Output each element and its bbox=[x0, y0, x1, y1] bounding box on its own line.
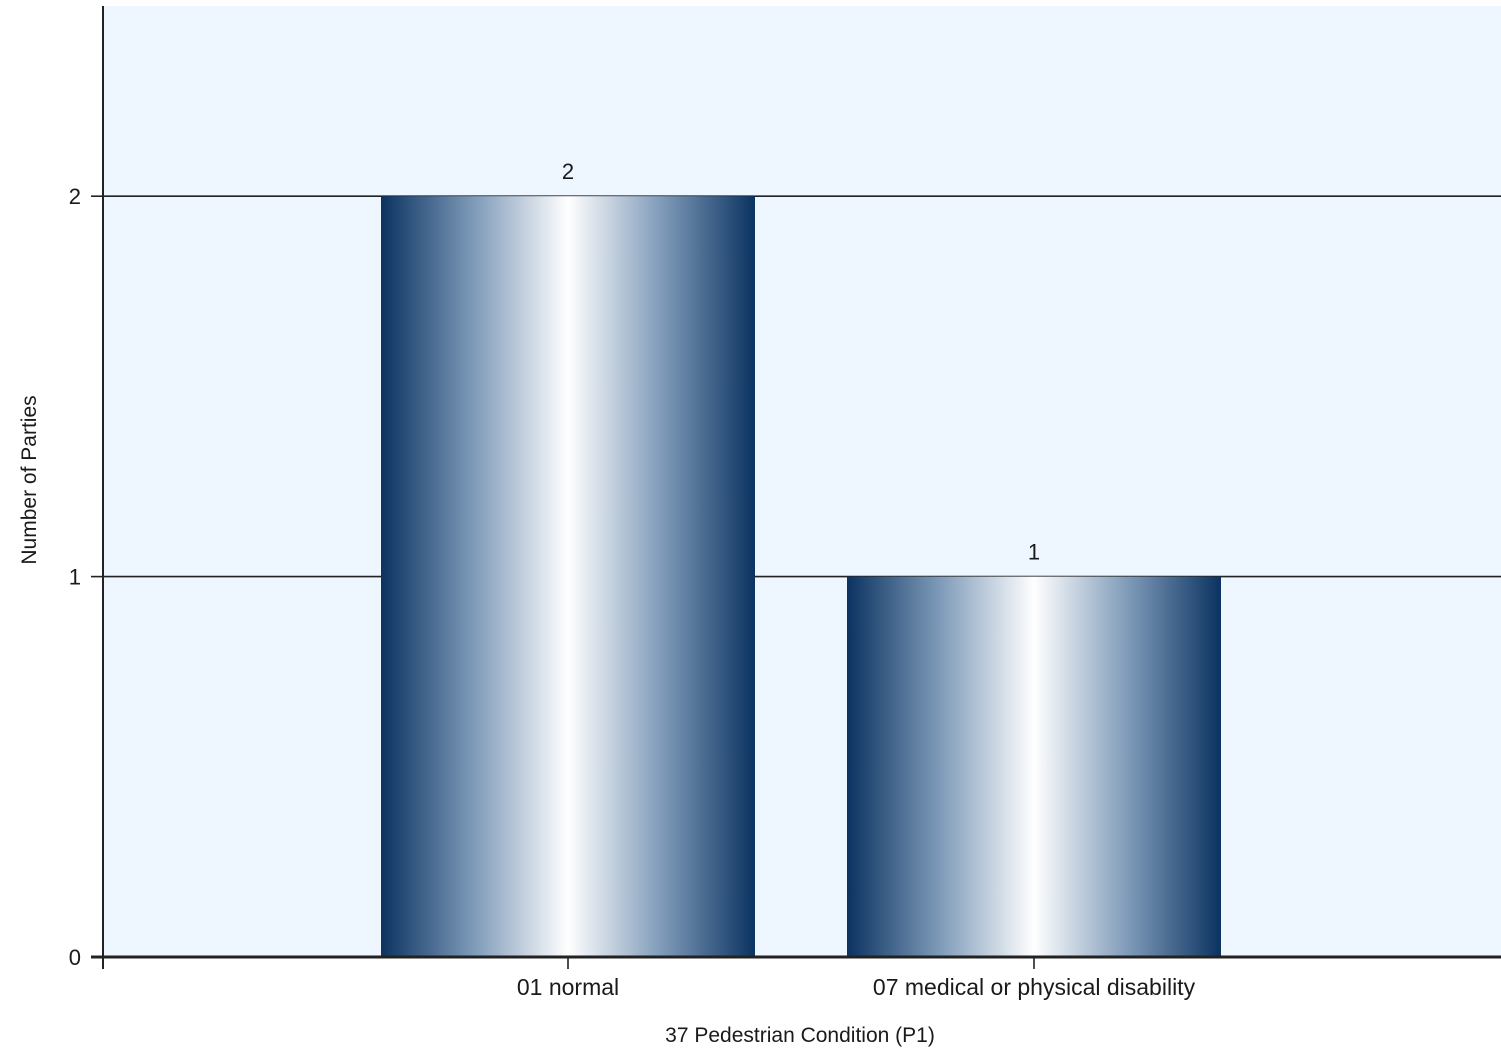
y-tick-label: 0 bbox=[69, 945, 81, 970]
labels: 2 1 0 1 2 01 normal 07 medical or physical dis… bbox=[69, 159, 1196, 1000]
y-tick-label: 1 bbox=[69, 565, 81, 590]
axes bbox=[91, 6, 1501, 969]
x-axis-title: 37 Pedestrian Condition (P1) bbox=[665, 1024, 935, 1047]
x-tick-label: 07 medical or physical disability bbox=[873, 974, 1196, 1000]
bars bbox=[381, 196, 1221, 957]
data-label: 2 bbox=[562, 159, 574, 184]
x-tick-label: 01 normal bbox=[517, 974, 619, 1000]
data-label: 1 bbox=[1028, 540, 1040, 565]
bar bbox=[381, 196, 755, 957]
bar bbox=[847, 576, 1221, 957]
y-axis-title: Number of Parties bbox=[18, 395, 41, 564]
plot-area bbox=[103, 6, 1501, 957]
y-tick-label: 2 bbox=[69, 184, 81, 209]
gridlines bbox=[103, 195, 1501, 578]
